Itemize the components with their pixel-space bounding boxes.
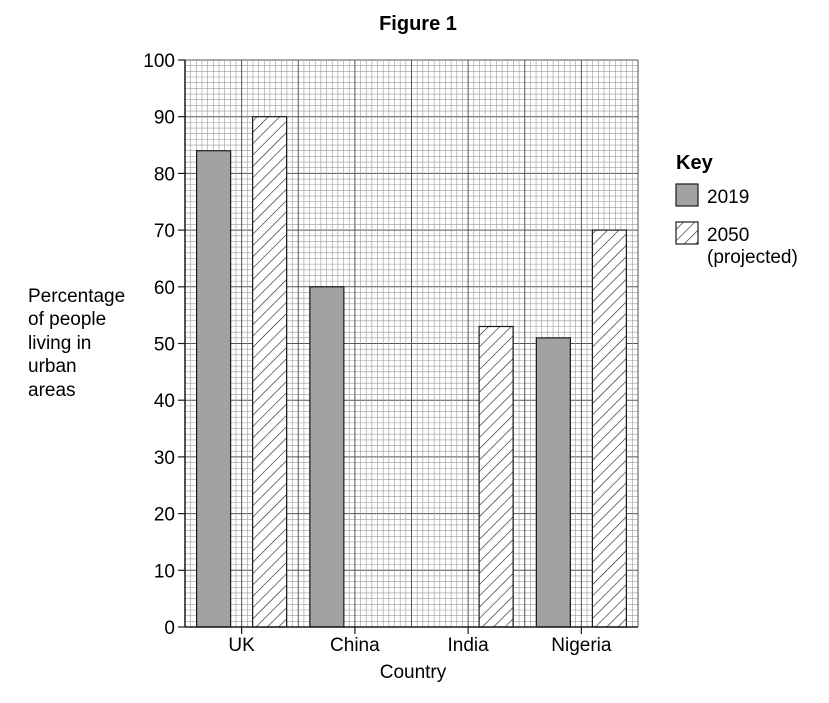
y-tick-labels: 0 10 20 30 40 50 60 70 80 90 100 bbox=[143, 51, 175, 639]
y-tick-label-50: 50 bbox=[154, 335, 175, 356]
y-tick-label-0: 0 bbox=[164, 618, 175, 639]
y-tick-label-60: 60 bbox=[154, 278, 175, 299]
bar-india-2050 bbox=[478, 325, 514, 628]
x-tick-label-india: India bbox=[448, 635, 490, 656]
x-axis-label: Country bbox=[380, 662, 447, 683]
bars bbox=[196, 116, 627, 628]
y-tick-label-70: 70 bbox=[154, 221, 175, 242]
y-axis-label: Percentage of people living in urban are… bbox=[28, 286, 125, 401]
x-tick-label-china: China bbox=[330, 635, 380, 656]
x-tick-labels: UK China India Nigeria bbox=[228, 635, 611, 656]
bar-nigeria-2019 bbox=[535, 337, 571, 628]
y-tick-label-40: 40 bbox=[154, 391, 175, 412]
legend: Key 2019 2050 (projected) bbox=[675, 152, 798, 268]
y-axis-label-line-4: urban bbox=[28, 356, 77, 377]
x-tick-label-nigeria: Nigeria bbox=[551, 635, 612, 656]
legend-label-projected: (projected) bbox=[707, 247, 798, 268]
y-axis-label-line-2: of people bbox=[28, 309, 106, 330]
bar-uk-2019 bbox=[196, 150, 232, 628]
bar-china-2019 bbox=[309, 286, 345, 628]
y-tick-label-80: 80 bbox=[154, 164, 175, 185]
y-axis-label-line-3: living in bbox=[28, 333, 91, 354]
legend-title: Key bbox=[676, 152, 714, 174]
y-axis-label-line-5: areas bbox=[28, 380, 76, 401]
y-tick-label-20: 20 bbox=[154, 505, 175, 526]
legend-label-2019: 2019 bbox=[707, 187, 749, 208]
y-axis-label-line-1: Percentage bbox=[28, 286, 125, 307]
y-tick-label-30: 30 bbox=[154, 448, 175, 469]
y-tick-label-100: 100 bbox=[143, 51, 175, 72]
y-tick-label-10: 10 bbox=[154, 561, 175, 582]
chart-title: Figure 1 bbox=[379, 13, 457, 35]
legend-label-2050: 2050 bbox=[707, 225, 749, 246]
x-tick-label-uk: UK bbox=[228, 635, 255, 656]
y-tick-label-90: 90 bbox=[154, 108, 175, 129]
bar-uk-2050 bbox=[252, 116, 288, 628]
legend-swatch-2050 bbox=[675, 221, 699, 245]
axes bbox=[178, 59, 638, 634]
bar-nigeria-2050 bbox=[591, 229, 627, 628]
legend-swatch-2019 bbox=[675, 183, 699, 207]
